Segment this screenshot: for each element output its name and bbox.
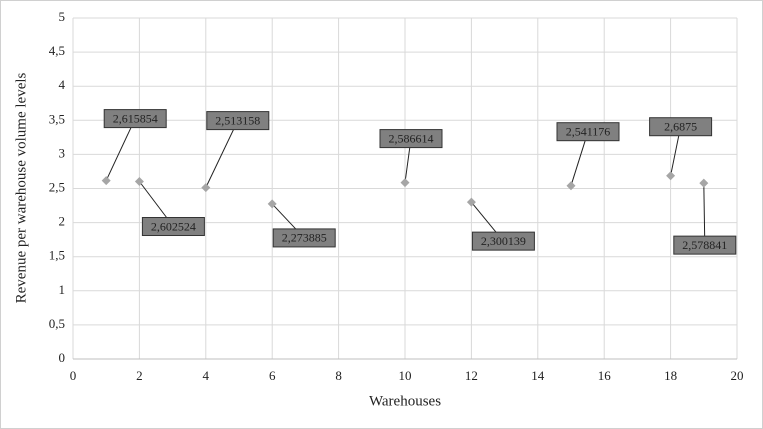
data-label: 2,615854 xyxy=(113,111,158,125)
label-box xyxy=(379,129,443,149)
y-tick-label: 0 xyxy=(59,350,66,365)
label-box xyxy=(272,228,336,248)
y-tick-label: 0,5 xyxy=(49,316,65,331)
data-label: 2,6875 xyxy=(664,119,697,133)
label-box xyxy=(206,111,270,131)
marker xyxy=(267,199,277,209)
y-tick-label: 1,5 xyxy=(49,248,65,263)
data-label: 2,273885 xyxy=(282,231,327,245)
data-label: 2,541176 xyxy=(566,124,611,138)
x-axis-title: Warehouses xyxy=(369,393,441,409)
x-tick-label: 16 xyxy=(598,368,612,383)
x-tick-label: 12 xyxy=(465,368,478,383)
marker xyxy=(134,177,144,187)
marker xyxy=(201,183,211,193)
y-tick-label: 5 xyxy=(59,9,66,24)
x-tick-label: 4 xyxy=(203,368,210,383)
x-tick-label: 20 xyxy=(731,368,744,383)
x-tick-label: 14 xyxy=(531,368,545,383)
x-tick-label: 8 xyxy=(335,368,342,383)
label-box xyxy=(556,122,620,142)
marker xyxy=(699,178,709,188)
y-tick-label: 3 xyxy=(59,145,66,160)
y-tick-label: 1 xyxy=(59,282,66,297)
leader-line xyxy=(205,120,239,188)
y-tick-label: 2,5 xyxy=(49,179,65,194)
y-axis-title: Revenue per warehouse volume levels xyxy=(13,72,29,303)
data-label: 2,578841 xyxy=(682,238,727,252)
x-tick-label: 6 xyxy=(269,368,276,383)
marker xyxy=(101,176,111,186)
label-box xyxy=(673,235,737,255)
y-tick-label: 4,5 xyxy=(49,43,65,58)
leader-line xyxy=(703,183,706,246)
marker xyxy=(400,178,410,188)
x-tick-label: 2 xyxy=(136,368,143,383)
x-tick-label: 18 xyxy=(664,368,677,383)
data-label: 2,586614 xyxy=(389,131,434,145)
marker xyxy=(566,181,576,191)
label-box xyxy=(649,117,713,137)
x-tick-label: 10 xyxy=(399,368,412,383)
marker xyxy=(466,197,476,207)
data-label: 2,300139 xyxy=(481,234,526,248)
data-label: 2,602524 xyxy=(151,219,196,233)
marker xyxy=(666,171,676,181)
y-tick-label: 3,5 xyxy=(49,111,65,126)
data-label: 2,513158 xyxy=(215,113,260,127)
y-tick-label: 4 xyxy=(59,77,66,92)
label-box xyxy=(103,109,167,129)
leader-line xyxy=(105,118,136,181)
y-tick-label: 2 xyxy=(59,214,66,229)
x-tick-label: 0 xyxy=(70,368,77,383)
label-box xyxy=(471,231,535,251)
label-box xyxy=(141,217,205,237)
